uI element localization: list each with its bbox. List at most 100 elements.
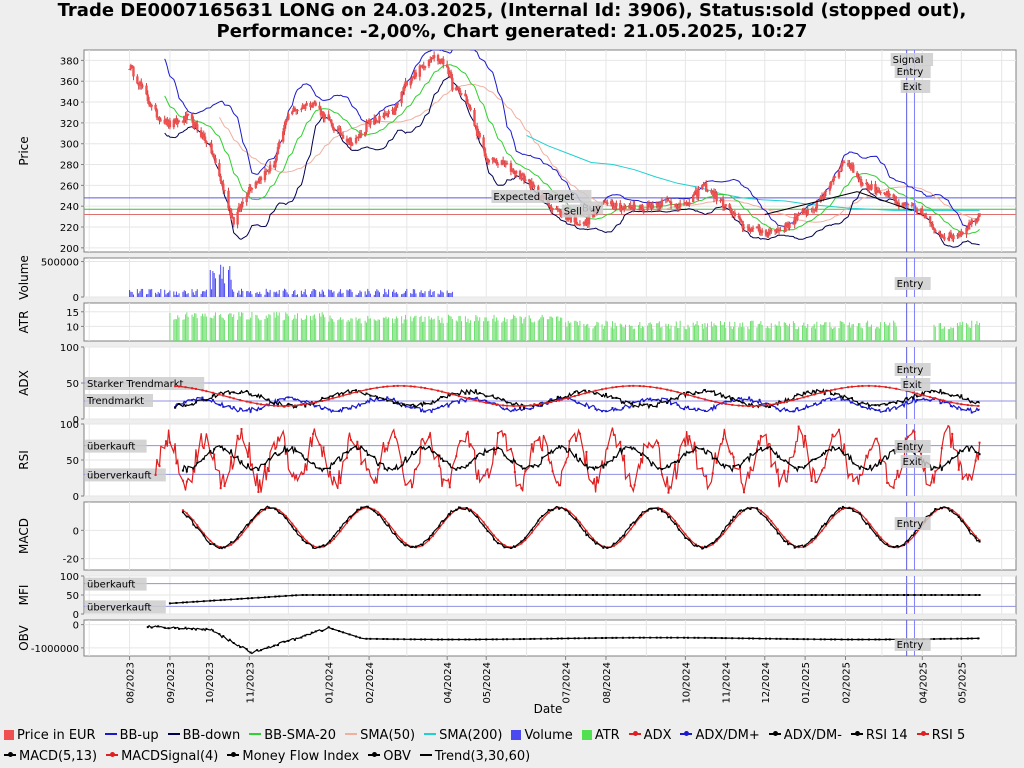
rsi5-line-point	[158, 464, 161, 467]
adx-dmplus-line-point	[819, 401, 822, 404]
adx-dmminus-line-point	[191, 403, 194, 406]
legend-swatch	[850, 731, 863, 736]
candle-body	[321, 111, 324, 116]
candle-body	[556, 209, 560, 211]
candle-body	[682, 203, 686, 205]
macd-line-point	[684, 537, 687, 540]
rsi5-line-point	[175, 462, 178, 465]
macd-signal-line-point	[875, 531, 878, 534]
rsi14-line-point	[974, 451, 977, 454]
adx-dmplus-line-point	[321, 408, 324, 411]
adx-dmplus-line-point	[939, 402, 942, 405]
adx-line-point	[205, 390, 208, 393]
adx-line-point	[457, 395, 460, 398]
adx-line-point	[447, 392, 450, 395]
candle-body	[721, 198, 725, 208]
obv-line-point	[228, 638, 231, 641]
obv-line-point	[437, 638, 440, 641]
mfi-line-point	[940, 594, 943, 596]
adx-dmplus-line-point	[775, 407, 778, 410]
rsi5-line-point	[646, 446, 649, 449]
legend-swatch	[368, 752, 381, 757]
adx-dmminus-line-point	[703, 388, 706, 391]
mfi-line-point	[568, 594, 571, 596]
obv-line-point	[823, 638, 826, 641]
candle-body	[810, 208, 813, 210]
rsi14-line-point	[640, 454, 643, 457]
candle-body	[285, 119, 289, 121]
candle-body	[196, 124, 199, 131]
adx-dmplus-line-point	[304, 400, 307, 403]
rsi14-line-point	[694, 446, 697, 449]
candle-body	[293, 107, 297, 110]
rsi5-line-point	[711, 472, 714, 475]
rsi14-line-point	[591, 466, 594, 469]
rsi5-line-point	[496, 432, 499, 435]
candle-body	[612, 206, 615, 208]
adx-dmminus-line-point	[615, 396, 618, 399]
candle-body	[750, 228, 753, 232]
rsi14-line-point	[814, 458, 817, 461]
obv-line-point	[573, 637, 576, 640]
rsi14-line-point	[940, 468, 943, 471]
candle-body	[419, 65, 423, 67]
obv-line-point	[642, 636, 645, 639]
rsi14-line-point	[892, 449, 895, 452]
adx-dmminus-line-point	[834, 392, 837, 395]
rsi5-line-point	[875, 437, 878, 440]
macd-line-point	[742, 509, 745, 512]
macd-line-point	[961, 520, 964, 523]
xtick-label: 11/2024	[722, 662, 733, 704]
mfi-line-point	[804, 594, 807, 596]
mfi-line-point	[814, 594, 817, 596]
obv-line-point	[218, 633, 221, 636]
adx-line-point	[506, 404, 509, 407]
rsi14-line-point	[961, 450, 964, 453]
adx-level-label: Trendmarkt	[86, 396, 144, 407]
ytick-label-adx: 100	[60, 343, 79, 354]
mfi-line-point	[821, 594, 824, 596]
candle-body	[723, 206, 726, 208]
candle-body	[429, 59, 432, 61]
candle-body	[505, 163, 509, 165]
rsi5-line-point	[414, 468, 417, 471]
xtick-label: 07/2024	[562, 662, 573, 704]
candle-body	[328, 119, 332, 121]
rsi5-line-point	[547, 458, 550, 461]
macd-signal-line-point	[537, 523, 540, 526]
obv-line-point	[474, 638, 477, 641]
rsi-level-label: überkauft	[87, 442, 135, 453]
candle-body	[819, 196, 822, 203]
rsi5-line-point	[509, 447, 512, 450]
macd-signal-line-point	[619, 540, 622, 543]
candle-body	[755, 227, 759, 229]
candle-body	[504, 163, 507, 165]
rsi-level-label: überverkauft	[87, 470, 152, 481]
obv-line-point	[659, 636, 662, 639]
candle-body	[382, 115, 385, 117]
candle-body	[550, 206, 553, 210]
macd-signal-line-point	[852, 507, 855, 510]
macd-signal-line-point	[524, 539, 527, 542]
legend-label: MACDSignal(4)	[121, 749, 219, 764]
candle-body	[585, 219, 588, 225]
macd-line-point	[585, 534, 588, 537]
candle-body	[322, 111, 325, 119]
obv-line-point	[392, 638, 395, 641]
rsi14-line-point	[646, 457, 649, 460]
rsi5-line-point	[923, 467, 926, 470]
rsi14-line-point	[301, 454, 304, 457]
obv-line-point	[560, 637, 563, 640]
candle-body	[422, 65, 425, 69]
obv-line-point	[260, 649, 263, 652]
rsi14-line-point	[230, 449, 233, 452]
mfi-line-point	[606, 594, 609, 596]
candle-body	[304, 105, 307, 109]
adx-line-point	[912, 391, 915, 394]
rsi14-line-point	[373, 455, 376, 458]
candle-body	[958, 234, 962, 236]
rsi14-line-point	[732, 464, 735, 467]
adx-dmplus-line-point	[276, 398, 279, 401]
rsi14-line-point	[459, 467, 462, 470]
obv-line-point	[409, 638, 412, 641]
